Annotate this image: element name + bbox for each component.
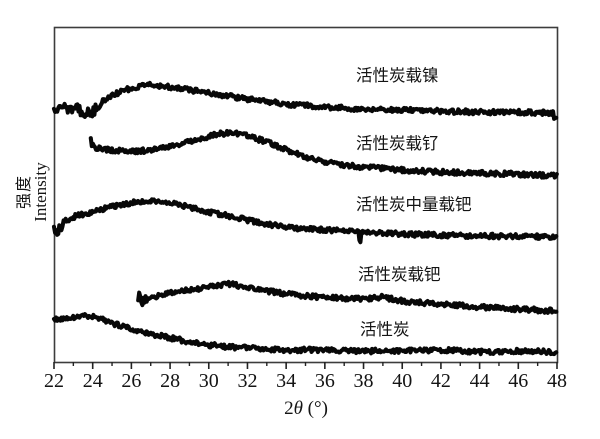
- series-label-5: 活性炭: [360, 320, 410, 339]
- x-tick-label: 42: [431, 370, 451, 392]
- plot-frame: [53, 26, 559, 364]
- x-tick-label: 44: [470, 370, 490, 392]
- series-label-2: 活性炭载钌: [356, 134, 439, 153]
- series-curve-2: [88, 128, 559, 180]
- x-tick-label: 46: [508, 370, 528, 392]
- series-curve-5: [51, 312, 559, 357]
- x-tick-label: 30: [199, 370, 219, 392]
- x-tick-label: 34: [276, 370, 296, 392]
- x-tick-label: 40: [392, 370, 412, 392]
- x-axis-label-part: θ: [293, 398, 303, 419]
- series-curve-1: [51, 80, 559, 121]
- x-axis-label-part: (°): [302, 398, 328, 419]
- series-label-3: 活性炭中量载钯: [356, 195, 472, 214]
- series-curve-3: [51, 197, 559, 245]
- x-axis-label: 2θ (°): [226, 398, 386, 420]
- series-label-4: 活性炭载钯: [358, 265, 441, 284]
- x-tick-label: 28: [160, 370, 180, 392]
- x-tick-label: 36: [315, 370, 335, 392]
- x-tick-label: 38: [354, 370, 374, 392]
- y-axis-label-en: Intensity: [30, 162, 50, 222]
- series-label-1: 活性炭载镍: [356, 66, 439, 85]
- x-tick-label: 32: [237, 370, 257, 392]
- x-tick-label: 26: [121, 370, 141, 392]
- x-axis-label-part: 2: [284, 398, 294, 419]
- x-tick-label: 24: [83, 370, 103, 392]
- series-curve-4: [136, 279, 559, 315]
- x-tick-label: 22: [44, 370, 64, 392]
- x-tick-label: 48: [547, 370, 567, 392]
- y-axis-label: 强度 Intensity: [0, 147, 77, 237]
